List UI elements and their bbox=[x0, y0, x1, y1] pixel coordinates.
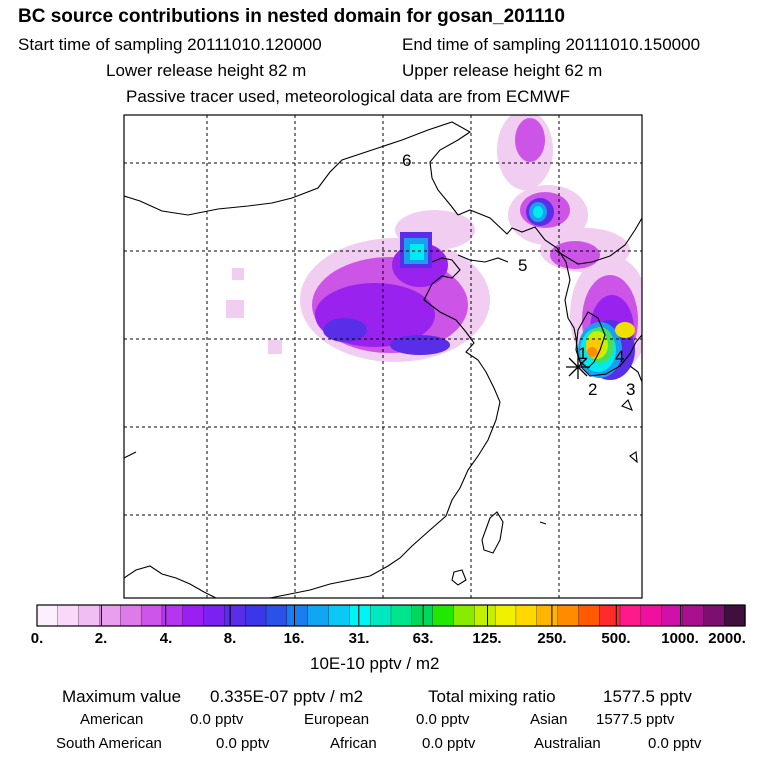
colorbar-tick-label: 500. bbox=[601, 630, 631, 647]
colorbar-cell bbox=[370, 604, 392, 627]
colorbar-units: 10E-10 pptv / m2 bbox=[310, 654, 440, 673]
colorbar-cell bbox=[203, 604, 226, 627]
colorbar-tick-label: 8. bbox=[223, 630, 237, 647]
asterisk-station-marker bbox=[566, 355, 590, 379]
colorbar-tick-label: 0. bbox=[30, 630, 44, 647]
lower-release-height: Lower release height 82 m bbox=[106, 61, 307, 80]
colorbar-cell bbox=[265, 604, 288, 627]
colorbar-cell bbox=[57, 604, 80, 627]
colorbar-cell bbox=[661, 604, 684, 627]
colorbar-tick-label: 250. bbox=[537, 630, 567, 647]
colorbar-cell bbox=[411, 604, 434, 627]
region-label-6: 6 bbox=[402, 151, 411, 170]
colorbar-cell bbox=[432, 604, 455, 627]
colorbar-cell bbox=[224, 604, 246, 627]
source-value: 0.0 pptv bbox=[416, 711, 470, 728]
colorbar-tick-label: 125. bbox=[472, 630, 502, 647]
colorbar bbox=[36, 604, 746, 627]
region-label-5: 5 bbox=[518, 256, 527, 275]
plot-title: BC source contributions in nested domain… bbox=[18, 6, 565, 27]
source-value: 0.0 pptv bbox=[216, 735, 270, 752]
sampling-start-time: Start time of sampling 20111010.120000 bbox=[18, 35, 322, 54]
colorbar-cell bbox=[286, 604, 309, 627]
source-name: South American bbox=[56, 735, 162, 752]
region-label-2: 2 bbox=[588, 380, 597, 399]
colorbar-cell bbox=[536, 604, 559, 627]
colorbar-frame bbox=[36, 604, 746, 627]
colorbar-cell bbox=[640, 604, 663, 627]
sampling-end-time: End time of sampling 20111010.150000 bbox=[402, 35, 701, 54]
colorbar-cell bbox=[99, 604, 121, 627]
region-label-3: 3 bbox=[626, 380, 635, 399]
total-mixing-label: Total mixing ratio bbox=[428, 687, 556, 706]
source-name: African bbox=[330, 735, 377, 752]
colorbar-cell bbox=[120, 604, 142, 627]
max-value: 0.335E-07 pptv / m2 bbox=[210, 687, 364, 706]
colorbar-tick-label: 63. bbox=[412, 630, 434, 647]
colorbar-cell bbox=[245, 604, 267, 627]
colorbar-cell bbox=[682, 604, 705, 627]
region-label-1: 1 bbox=[578, 344, 587, 363]
source-name: American bbox=[80, 711, 144, 728]
tracer-note: Passive tracer used, meteorological data… bbox=[126, 87, 571, 106]
source-name: Australian bbox=[534, 735, 601, 752]
colorbar-cell bbox=[515, 604, 538, 627]
colorbar-cell bbox=[724, 604, 746, 627]
colorbar-cell bbox=[307, 604, 330, 627]
colorbar-tick-label: 2000. bbox=[708, 630, 746, 647]
colorbar-cell bbox=[453, 604, 475, 627]
colorbar-cell bbox=[557, 604, 580, 627]
colorbar-cell bbox=[328, 604, 350, 627]
colorbar-tick-label: 2. bbox=[94, 630, 108, 647]
colorbar-cell bbox=[161, 604, 184, 627]
colorbar-tick-label: 16. bbox=[283, 630, 305, 647]
colorbar-cell bbox=[578, 604, 600, 627]
colorbar-tick-label: 31. bbox=[348, 630, 370, 647]
colorbar-cell bbox=[494, 604, 517, 627]
source-name: European bbox=[304, 711, 370, 728]
colorbar-tick-label: 4. bbox=[159, 630, 173, 647]
total-mixing-value: 1577.5 pptv bbox=[603, 687, 692, 706]
source-value: 1577.5 pptv bbox=[596, 711, 675, 728]
colorbar-cell bbox=[182, 604, 205, 627]
source-name: Asian bbox=[530, 711, 568, 728]
max-value-label: Maximum value bbox=[62, 687, 182, 706]
colorbar-major-ticks bbox=[100, 605, 682, 626]
colorbar-cell bbox=[703, 604, 725, 627]
colorbar-cell bbox=[36, 604, 59, 627]
colorbar-cell bbox=[390, 604, 413, 627]
colorbar-cell bbox=[349, 604, 371, 627]
source-value: 0.0 pptv bbox=[648, 735, 702, 752]
coastline bbox=[124, 121, 642, 598]
colorbar-cell bbox=[140, 604, 163, 627]
colorbar-cell bbox=[599, 604, 621, 627]
colorbar-cell bbox=[619, 604, 642, 627]
source-value: 0.0 pptv bbox=[190, 711, 244, 728]
region-label-4: 4 bbox=[615, 347, 624, 366]
map-grid bbox=[124, 115, 642, 598]
colorbar-tick-label: 1000. bbox=[661, 630, 699, 647]
source-value: 0.0 pptv bbox=[422, 735, 476, 752]
upper-release-height: Upper release height 62 m bbox=[402, 61, 603, 80]
colorbar-cell bbox=[474, 604, 496, 627]
colorbar-cell bbox=[78, 604, 101, 627]
map-frame bbox=[123, 114, 643, 599]
